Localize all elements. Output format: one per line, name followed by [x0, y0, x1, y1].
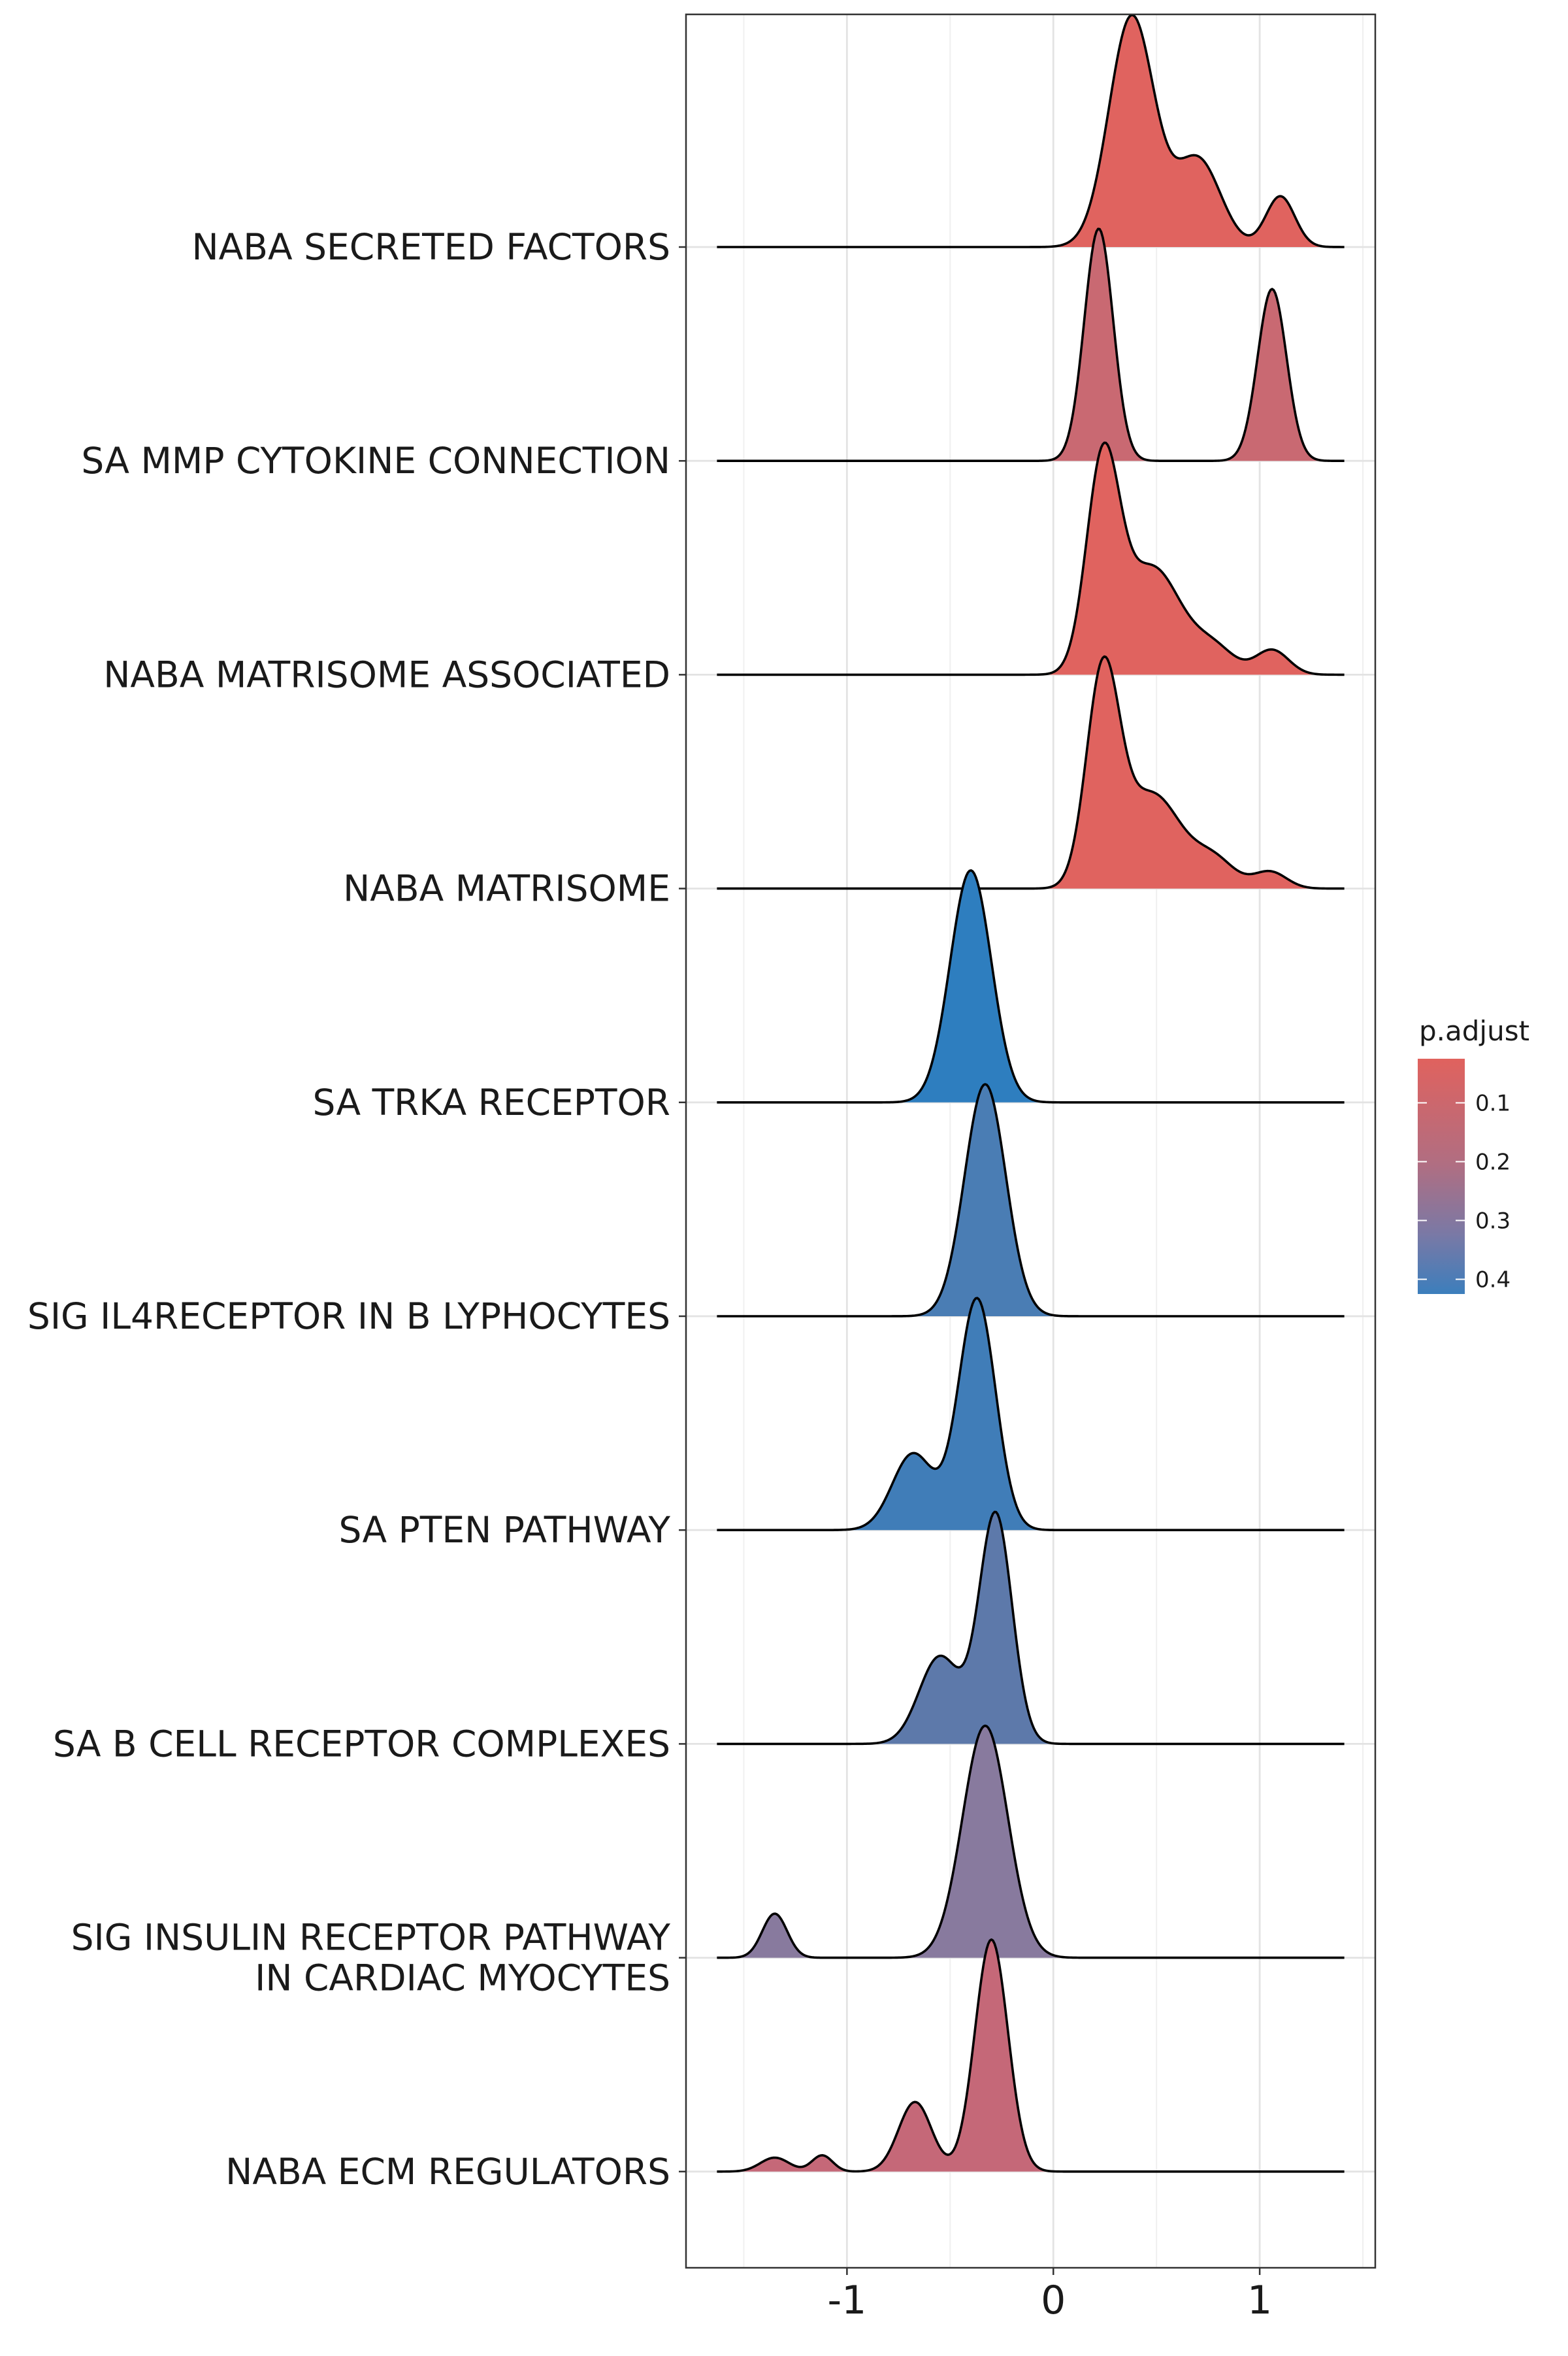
- ridge-fill: [717, 15, 1345, 247]
- x-tick-label: 1: [1247, 2278, 1272, 2323]
- y-tick-label: NABA MATRISOME ASSOCIATED: [103, 654, 670, 695]
- legend-colorbar: [1418, 1059, 1465, 1294]
- ridge-fill: [717, 1725, 1345, 1958]
- x-tick-label: -1: [827, 2278, 866, 2323]
- ridge-fill: [717, 442, 1345, 675]
- ridge-fill: [717, 229, 1345, 461]
- y-tick-label: NABA ECM REGULATORS: [225, 2151, 670, 2193]
- ridge-outline: [717, 1938, 1345, 2173]
- y-tick-label: SA TRKA RECEPTOR: [313, 1082, 670, 1123]
- x-axis: -1 0 1: [827, 2268, 1272, 2323]
- legend: p.adjust 0.1 0.2 0.3 0.4: [1418, 1015, 1529, 1294]
- y-tick-label: NABA MATRISOME: [343, 868, 670, 910]
- ridge-outline: [717, 14, 1345, 248]
- ridge-outline: [717, 1083, 1345, 1318]
- y-axis: NABA SECRETED FACTORS SA MMP CYTOKINE CON…: [27, 226, 686, 2193]
- y-tick-label: SA B CELL RECEPTOR COMPLEXES: [53, 1723, 670, 1765]
- ridge-outline: [717, 1297, 1345, 1531]
- ridge-layer: [717, 14, 1345, 2173]
- y-tick-label: SA MMP CYTOKINE CONNECTION: [81, 440, 670, 482]
- ridge-outline: [717, 1724, 1345, 1959]
- ridge-outline: [717, 227, 1345, 462]
- legend-tick-label: 0.4: [1475, 1267, 1511, 1293]
- legend-tick-label: 0.1: [1475, 1091, 1511, 1117]
- ridge-outline: [717, 1510, 1345, 1746]
- legend-tick-label: 0.2: [1475, 1150, 1511, 1176]
- ridge-outline: [717, 655, 1345, 890]
- y-tick-label: SIG INSULIN RECEPTOR PATHWAY: [71, 1917, 671, 1959]
- y-tick-label: SA PTEN PATHWAY: [339, 1509, 671, 1551]
- y-tick-label: SIG IL4RECEPTOR IN B LYPHOCYTES: [27, 1295, 670, 1337]
- y-tick-label: NABA SECRETED FACTORS: [192, 226, 670, 268]
- legend-tick-label: 0.3: [1475, 1208, 1511, 1235]
- ridge-outline: [717, 441, 1345, 676]
- y-tick-label: IN CARDIAC MYOCYTES: [255, 1957, 670, 1999]
- legend-title: p.adjust: [1419, 1015, 1529, 1047]
- x-tick-label: 0: [1041, 2278, 1066, 2323]
- ridge-outline: [717, 869, 1345, 1104]
- panel-border: [685, 13, 1377, 2269]
